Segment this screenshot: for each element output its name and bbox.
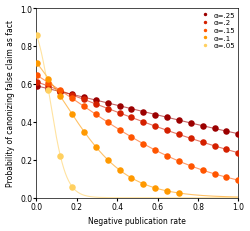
Point — [70, 97, 74, 101]
X-axis label: Negative publication rate: Negative publication rate — [88, 216, 186, 225]
Point — [118, 128, 122, 132]
Point — [212, 144, 216, 148]
Point — [224, 130, 228, 133]
Y-axis label: Probability of canonizing false claim as fact: Probability of canonizing false claim as… — [6, 20, 15, 187]
Point — [106, 107, 110, 111]
Point — [94, 113, 98, 117]
Point — [118, 112, 122, 115]
Point — [34, 62, 38, 65]
Point — [189, 137, 193, 141]
Point — [201, 124, 205, 128]
Point — [153, 113, 157, 117]
Point — [82, 96, 86, 100]
Point — [46, 81, 50, 85]
Point — [34, 34, 38, 38]
Point — [236, 132, 240, 136]
Point — [94, 99, 98, 103]
Point — [70, 94, 74, 97]
Point — [153, 125, 157, 128]
Point — [130, 116, 134, 120]
Point — [106, 121, 110, 125]
Point — [212, 127, 216, 131]
Point — [34, 85, 38, 88]
Point — [58, 95, 62, 99]
Point — [165, 154, 169, 158]
Point — [34, 81, 38, 84]
Point — [177, 133, 181, 137]
Point — [118, 105, 122, 108]
Point — [58, 89, 62, 93]
Point — [224, 176, 228, 179]
Point — [130, 107, 134, 111]
Point — [82, 130, 86, 134]
Point — [82, 98, 86, 102]
Point — [46, 88, 50, 91]
Point — [212, 172, 216, 176]
Point — [46, 77, 50, 81]
Point — [70, 113, 74, 117]
Point — [58, 90, 62, 94]
Point — [224, 148, 228, 152]
Legend: α=.25, α=.2, α=.15, α=.1, α=.05: α=.25, α=.2, α=.15, α=.1, α=.05 — [197, 11, 236, 51]
Point — [153, 186, 157, 190]
Point — [141, 120, 145, 124]
Point — [153, 149, 157, 152]
Point — [177, 160, 181, 163]
Point — [70, 93, 74, 97]
Point — [106, 158, 110, 162]
Point — [165, 116, 169, 120]
Point — [130, 136, 134, 139]
Point — [236, 151, 240, 155]
Point — [201, 169, 205, 172]
Point — [118, 168, 122, 172]
Point — [94, 103, 98, 106]
Point — [165, 129, 169, 133]
Point — [165, 189, 169, 193]
Point — [189, 122, 193, 125]
Point — [58, 89, 62, 93]
Point — [177, 191, 181, 195]
Point — [106, 102, 110, 105]
Point — [82, 105, 86, 109]
Point — [34, 74, 38, 78]
Point — [236, 179, 240, 182]
Point — [201, 141, 205, 144]
Point — [130, 176, 134, 180]
Point — [141, 142, 145, 146]
Point — [177, 119, 181, 123]
Point — [70, 185, 74, 189]
Point — [46, 85, 50, 88]
Point — [189, 164, 193, 168]
Point — [58, 154, 62, 158]
Point — [46, 89, 50, 93]
Point — [141, 182, 145, 186]
Point — [94, 145, 98, 149]
Point — [141, 110, 145, 114]
